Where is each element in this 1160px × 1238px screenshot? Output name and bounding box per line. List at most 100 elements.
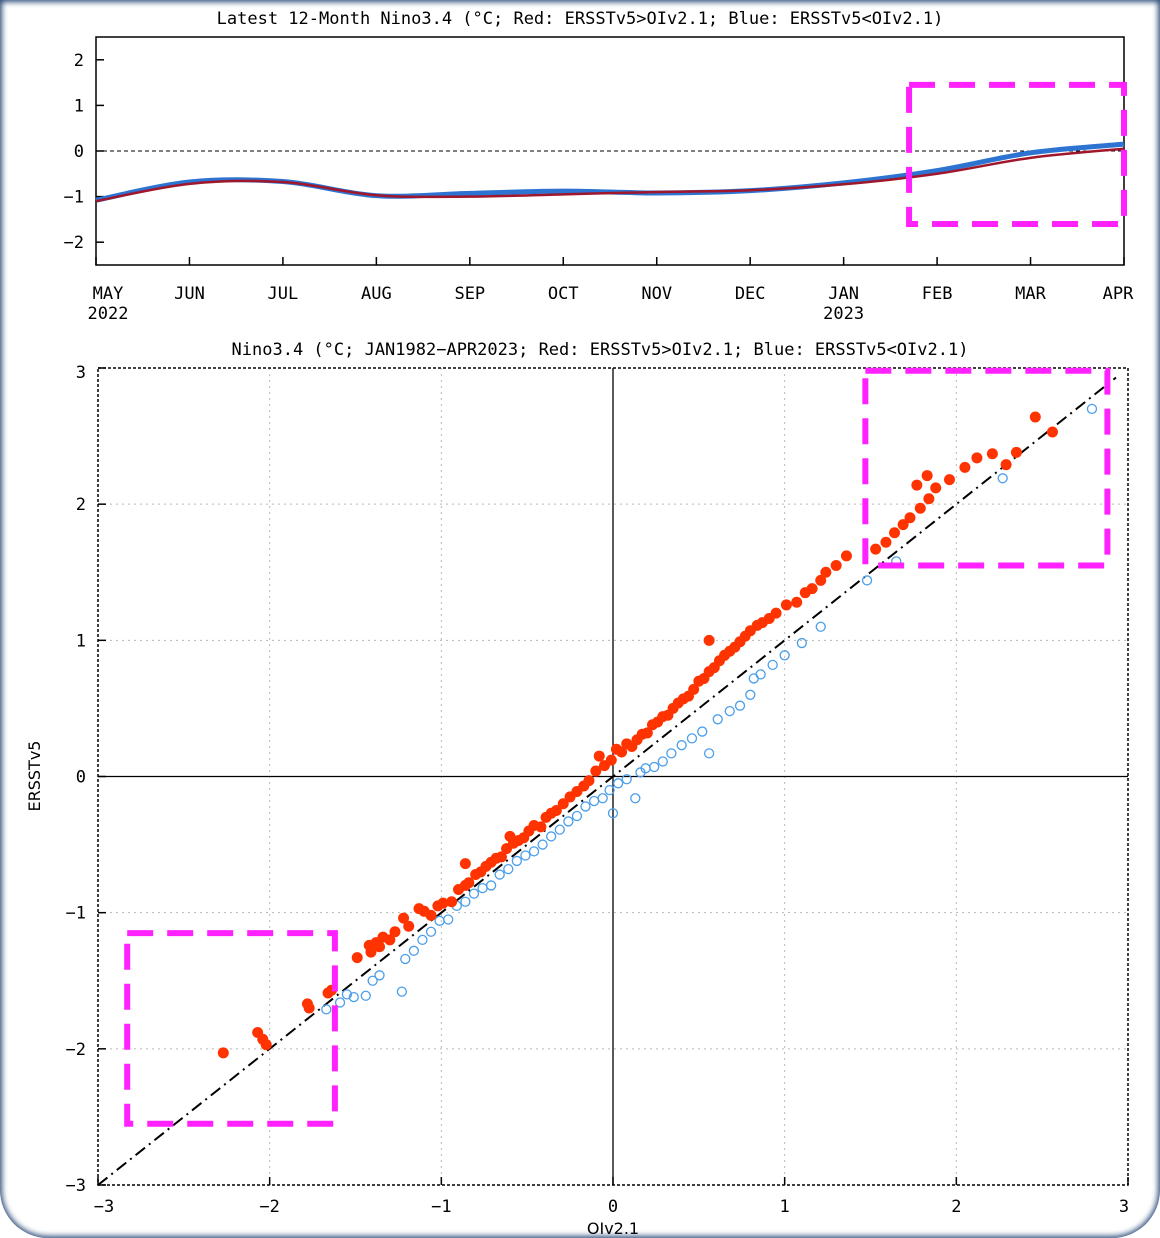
scatter-x-tick-label: −3 <box>94 1197 114 1217</box>
scatter-point-above <box>959 461 971 473</box>
scatter-point-below <box>676 740 687 751</box>
scatter-highlight-box <box>862 367 1111 569</box>
scatter-point-above <box>930 482 942 494</box>
scatter-point-above <box>1046 426 1058 438</box>
scatter-point-above <box>557 798 569 810</box>
timeseries-y-tick-label: 2 <box>74 51 84 71</box>
scatter-point-below <box>374 970 385 981</box>
scatter-point-above <box>870 543 882 555</box>
one-to-one-line <box>97 376 1117 1186</box>
scatter-point-above <box>495 851 507 863</box>
scatter-point-below <box>571 810 583 822</box>
scatter-point-below <box>686 733 698 744</box>
scatter-point-above <box>914 502 926 514</box>
scatter-point-below <box>434 915 445 926</box>
timeseries-x-tick-label: JAN <box>828 284 859 304</box>
scatter-point-above <box>911 479 923 491</box>
scatter-point-below <box>649 761 660 773</box>
scatter-point-below <box>546 831 557 842</box>
scatter-point-below <box>697 726 708 737</box>
scatter-point-below <box>468 888 480 899</box>
scatter-point-below <box>734 700 746 711</box>
scatter-point-above <box>504 830 516 842</box>
scatter-point-below <box>745 689 756 700</box>
timeseries-x-tick-label: JUL <box>268 284 299 304</box>
scatter-y-tick-label: 2 <box>76 495 86 515</box>
scatter-point-below <box>537 839 548 850</box>
scatter-point-above <box>703 634 715 646</box>
scatter-point-below <box>511 855 523 867</box>
scatter-point-below <box>477 883 488 894</box>
scatter-point-above <box>583 775 595 787</box>
scatter-point-below <box>367 975 378 986</box>
scatter-point-above <box>791 596 803 608</box>
scatter-point-above <box>550 805 562 817</box>
scatter-point-below <box>815 621 826 632</box>
scatter-point-above <box>806 583 818 595</box>
timeseries-panel: Latest 12-Month Nino3.4 (°C; Red: ERSSTv… <box>64 9 1135 324</box>
scatter-point-below <box>748 673 759 684</box>
scatter-ticks: −3 −3 −2 −2 −1 −1 0 0 1 1 2 2 3 3 <box>66 363 1130 1217</box>
scatter-point-below <box>1086 403 1098 415</box>
scatter-point-below <box>494 869 505 880</box>
scatter-point-above <box>971 452 983 464</box>
timeseries-line-blue <box>95 141 1125 203</box>
scatter-point-above <box>904 512 916 524</box>
scatter-point-above <box>351 952 363 964</box>
scatter-point-below <box>779 650 790 661</box>
scatter-point-above <box>943 474 955 486</box>
scatter-point-below <box>408 945 420 956</box>
timeseries-y-tick-label: 0 <box>74 142 84 162</box>
scatter-point-below <box>703 748 715 759</box>
scatter-point-below <box>341 989 353 1000</box>
scatter-y-axis-label: ERSSTv5 <box>25 741 44 812</box>
scatter-point-below <box>767 659 778 670</box>
scatter-point-above <box>384 934 396 946</box>
scatter-point-above <box>923 493 935 505</box>
scatter-point-below <box>417 934 428 946</box>
scatter-y-tick-label: 0 <box>76 768 86 788</box>
scatter-point-above <box>593 750 605 762</box>
scatter-point-below <box>588 795 600 807</box>
scatter-x-tick-label: 3 <box>1119 1197 1129 1217</box>
scatter-point-below <box>321 1004 332 1015</box>
scatter-point-below <box>597 793 608 804</box>
scatter-point-below <box>554 824 565 835</box>
timeseries-x-tick-label: FEB <box>922 284 953 304</box>
scatter-point-above <box>1029 411 1041 423</box>
scatter-point-below <box>485 880 497 891</box>
timeseries-highlight-box <box>906 81 1128 227</box>
scatter-point-above <box>459 858 471 870</box>
scatter-point-below <box>348 991 359 1003</box>
scatter-point-below <box>460 896 471 907</box>
scatter-point-above <box>880 536 892 548</box>
scatter-point-above <box>780 599 792 611</box>
scatter-point-below <box>630 793 641 804</box>
scatter-point-above <box>986 448 998 460</box>
timeseries-x-tick-label: SEP <box>454 284 485 304</box>
timeseries-y-tick-label: 1 <box>74 96 84 116</box>
timeseries-x-tick-label: AUG <box>361 284 392 304</box>
scatter-point-above <box>446 896 458 908</box>
scatter-point-above <box>301 998 313 1010</box>
scatter-x-axis-label: OIv2.1 <box>587 1219 639 1238</box>
scatter-y-tick-label: 3 <box>76 363 86 383</box>
scatter-point-below <box>604 784 615 796</box>
scatter-highlight-boxes <box>124 367 1111 1127</box>
scatter-point-below <box>443 914 454 925</box>
timeseries-series <box>95 141 1125 203</box>
timeseries-x-tick-label: MAR <box>1015 284 1046 304</box>
scatter-point-above <box>463 877 475 889</box>
scatter-point-below <box>563 816 574 827</box>
scatter-point-below <box>360 990 371 1001</box>
scatter-point-below <box>724 705 735 717</box>
timeseries-year-label: 2022 <box>88 304 129 324</box>
scatter-point-below <box>580 801 591 812</box>
scatter-panel: Nino3.4 (°C; JAN1982−APR2023; Red: ERSST… <box>25 340 1129 1238</box>
scatter-point-above <box>688 683 700 695</box>
scatter-point-below <box>755 669 766 680</box>
scatter-point-below <box>997 473 1008 484</box>
scatter-point-above <box>365 946 377 958</box>
scatter-point-above <box>403 920 415 932</box>
